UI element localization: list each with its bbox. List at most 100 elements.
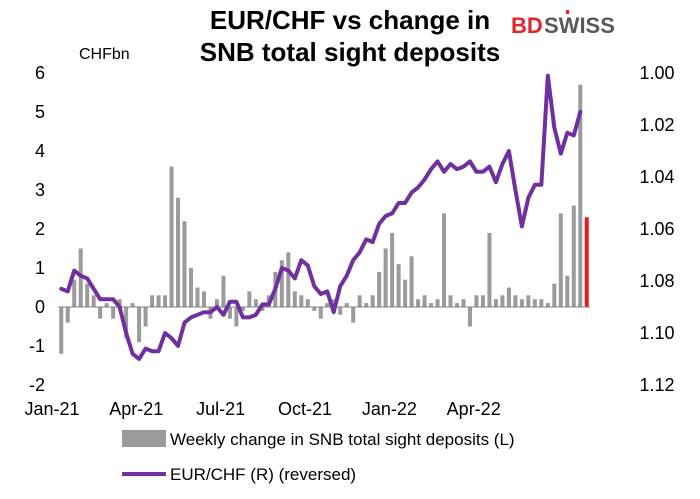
x-tick-label: Apr-22 bbox=[447, 399, 501, 419]
bar-latest-highlight bbox=[584, 217, 589, 307]
bar bbox=[545, 303, 550, 307]
bar bbox=[240, 307, 245, 311]
bar bbox=[429, 303, 434, 307]
bar bbox=[487, 232, 492, 307]
bar bbox=[227, 307, 232, 319]
bar bbox=[124, 307, 129, 339]
bar bbox=[188, 268, 194, 307]
bar bbox=[506, 287, 511, 307]
bar bbox=[59, 307, 64, 354]
bar bbox=[383, 248, 388, 307]
chart-title-line1: EUR/CHF vs change in bbox=[209, 5, 491, 35]
bar bbox=[519, 299, 524, 307]
bar bbox=[461, 299, 466, 307]
eurchf-line-series bbox=[59, 73, 583, 361]
left-tick-label: 3 bbox=[35, 180, 45, 200]
left-axis-ticks: 6 5 4 3 2 1 0 -1 -2 bbox=[29, 63, 45, 395]
bar bbox=[72, 279, 77, 307]
bar bbox=[416, 299, 421, 307]
right-tick-label: 1.06 bbox=[639, 219, 674, 239]
bar bbox=[539, 299, 544, 307]
bar bbox=[260, 307, 265, 311]
bar bbox=[532, 299, 537, 307]
bar bbox=[442, 213, 447, 307]
bar bbox=[253, 299, 258, 307]
x-tick-label: Apr-21 bbox=[109, 399, 163, 419]
right-tick-label: 1.04 bbox=[639, 167, 674, 187]
bar bbox=[513, 295, 518, 307]
bar-series bbox=[59, 84, 589, 354]
bar bbox=[201, 291, 206, 307]
right-tick-label: 1.10 bbox=[639, 323, 674, 343]
bar bbox=[526, 295, 531, 307]
bar bbox=[390, 232, 395, 307]
eurchf-line bbox=[59, 73, 583, 361]
left-tick-label: 1 bbox=[35, 258, 45, 278]
bar bbox=[299, 295, 304, 307]
bar bbox=[331, 299, 336, 307]
x-tick-label: Oct-21 bbox=[278, 399, 332, 419]
bar bbox=[403, 279, 408, 307]
legend: Weekly change in SNB total sight deposit… bbox=[122, 430, 515, 484]
bar bbox=[143, 307, 148, 327]
bar bbox=[247, 291, 252, 307]
bar bbox=[305, 299, 310, 307]
bar bbox=[396, 264, 401, 307]
bar bbox=[130, 303, 135, 307]
bar bbox=[474, 295, 479, 307]
bar bbox=[156, 295, 161, 307]
bar bbox=[65, 307, 70, 323]
logo-text-bd: BD bbox=[511, 13, 543, 38]
left-tick-label: 4 bbox=[35, 141, 45, 161]
bar bbox=[493, 299, 498, 307]
left-tick-label: 6 bbox=[35, 63, 45, 83]
bar bbox=[338, 307, 343, 315]
chart-title: EUR/CHF vs change in SNB total sight dep… bbox=[140, 4, 560, 68]
x-tick-label: Jul-21 bbox=[196, 399, 245, 419]
bar bbox=[480, 295, 485, 307]
bar bbox=[409, 256, 414, 307]
bar bbox=[351, 307, 356, 323]
bar bbox=[377, 271, 382, 307]
bar bbox=[422, 295, 427, 307]
bar bbox=[286, 252, 291, 307]
bar bbox=[571, 205, 576, 307]
bar bbox=[98, 307, 103, 319]
bar bbox=[176, 197, 181, 307]
bar bbox=[91, 295, 96, 307]
logo-accent-mark bbox=[566, 10, 569, 14]
bar bbox=[552, 283, 557, 307]
chart-title-line2: SNB total sight deposits bbox=[199, 37, 501, 67]
bar bbox=[357, 295, 362, 307]
bar bbox=[344, 303, 349, 307]
bar bbox=[312, 307, 317, 311]
x-tick-label: Jan-21 bbox=[24, 399, 79, 419]
bar bbox=[364, 303, 369, 307]
legend-swatch-bars bbox=[122, 430, 166, 447]
bar bbox=[292, 291, 297, 307]
right-axis-ticks: 1.00 1.02 1.04 1.06 1.08 1.10 1.12 bbox=[639, 63, 674, 395]
bar bbox=[111, 307, 116, 319]
bar bbox=[169, 166, 174, 307]
bar bbox=[467, 307, 472, 327]
bar bbox=[214, 299, 219, 307]
bar bbox=[578, 84, 583, 307]
bar bbox=[137, 307, 142, 343]
bar bbox=[163, 295, 168, 307]
bar bbox=[370, 295, 375, 307]
left-axis-unit-label: CHFbn bbox=[79, 46, 130, 63]
bar bbox=[182, 221, 187, 307]
x-tick-label: Jan-22 bbox=[362, 399, 417, 419]
right-tick-label: 1.02 bbox=[639, 115, 674, 135]
bar bbox=[448, 295, 453, 307]
bar bbox=[195, 287, 200, 307]
right-tick-label: 1.00 bbox=[639, 63, 674, 83]
bar bbox=[279, 260, 284, 307]
left-tick-label: -2 bbox=[29, 375, 45, 395]
bar bbox=[150, 295, 155, 307]
bar bbox=[221, 275, 226, 307]
bar bbox=[454, 303, 460, 307]
bar bbox=[500, 295, 505, 307]
bar bbox=[234, 307, 239, 327]
